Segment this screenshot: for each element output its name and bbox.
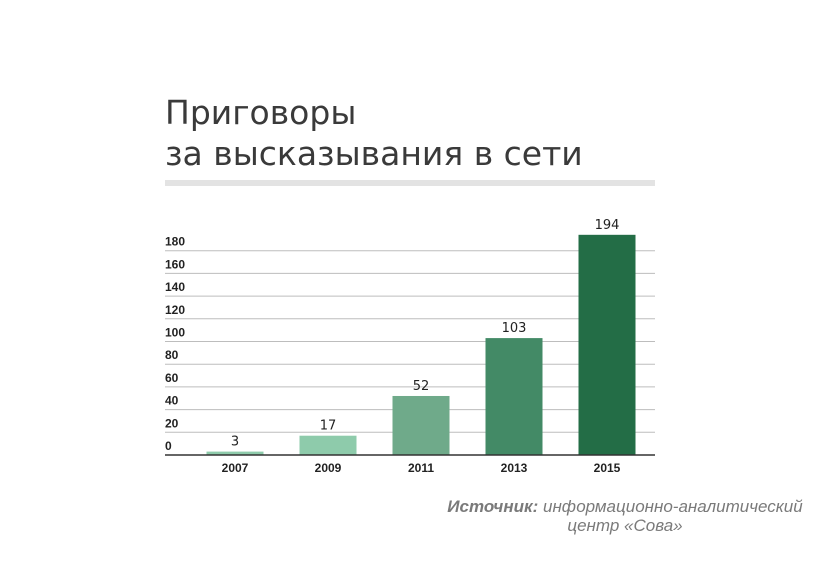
x-tick-label: 2007 <box>222 461 249 475</box>
y-tick-label: 140 <box>165 280 185 294</box>
data-label: 17 <box>320 419 337 434</box>
y-tick-label: 100 <box>165 326 185 340</box>
data-label: 194 <box>595 218 620 233</box>
data-label: 3 <box>231 435 239 450</box>
source-label: Источник: <box>447 497 539 516</box>
y-tick-label: 0 <box>165 439 172 453</box>
y-tick-label: 20 <box>165 416 179 430</box>
y-tick-label: 180 <box>165 235 185 249</box>
x-tick-label: 2011 <box>408 461 434 475</box>
x-tick-label: 2015 <box>594 461 621 475</box>
y-tick-label: 120 <box>165 303 185 317</box>
data-label: 52 <box>413 379 430 394</box>
x-tick-label: 2009 <box>315 461 342 475</box>
source-note: Источник: информационно-аналитический це… <box>425 497 825 535</box>
bar <box>299 435 357 455</box>
y-tick-label: 60 <box>165 371 179 385</box>
source-text-line-1: информационно-аналитический <box>542 497 803 516</box>
chart-title: Приговоры за высказывания в сети <box>165 92 583 174</box>
source-text-line-2: центр «Сова» <box>567 516 683 535</box>
title-underline <box>165 180 655 186</box>
y-tick-label: 40 <box>165 394 179 408</box>
bar <box>485 338 543 455</box>
bar <box>578 234 636 455</box>
chart-title-line-1: Приговоры <box>165 93 357 132</box>
chart-title-line-2: за высказывания в сети <box>165 134 583 173</box>
y-tick-label: 80 <box>165 348 179 362</box>
bar <box>206 451 264 455</box>
y-tick-label: 160 <box>165 257 185 271</box>
x-tick-label: 2013 <box>501 461 528 475</box>
data-label: 103 <box>502 321 527 336</box>
bar <box>392 395 450 455</box>
